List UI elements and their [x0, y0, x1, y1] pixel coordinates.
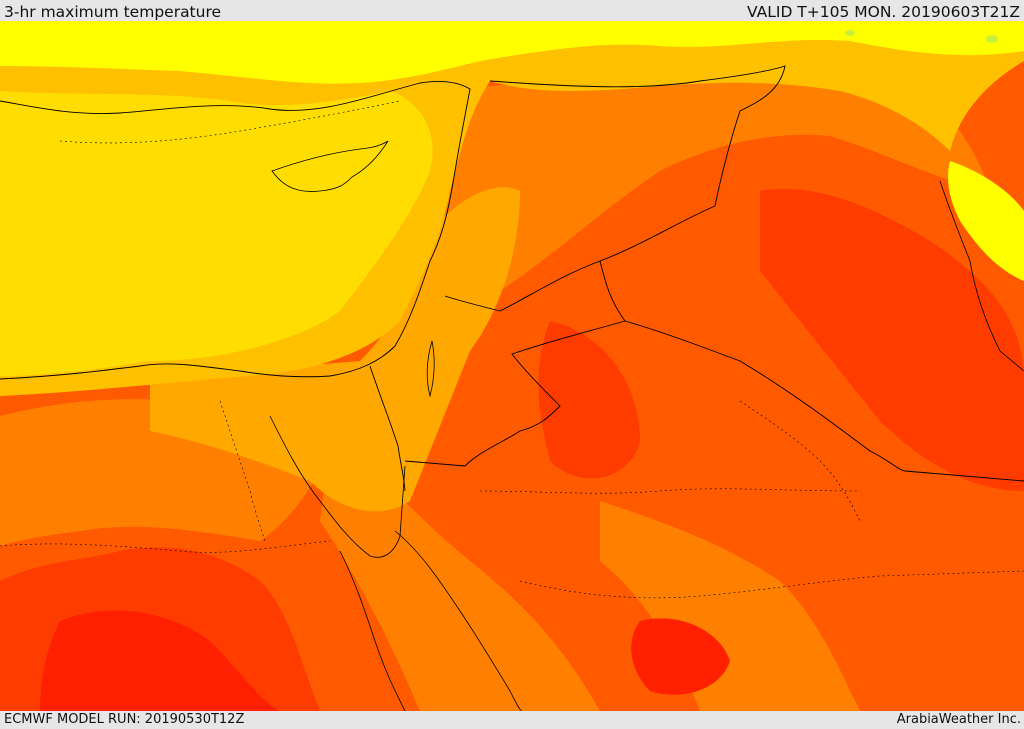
temperature-band-red-jordan — [538, 321, 640, 479]
red-sea-west-coast — [339, 550, 406, 711]
border-egypt-sudan — [0, 540, 331, 553]
border-jordan-saudi — [404, 320, 626, 467]
border-jordan-syria-iraq — [444, 205, 716, 312]
footer-bar: ECMWF MODEL RUN: 20190530T12Z ArabiaWeat… — [0, 711, 1024, 729]
gulf-of-suez-coast — [269, 415, 406, 558]
coastline — [0, 80, 471, 380]
persian-gulf-coast — [939, 180, 1024, 372]
temperature-band-bright-yellow-north — [0, 21, 1024, 84]
temperature-band-red-egypt-core — [40, 610, 280, 711]
border-internal-dotted-3 — [59, 100, 401, 144]
temperature-band-light-green-spot — [986, 35, 998, 43]
border-syria-iraq — [489, 65, 786, 207]
border-internal-dotted-5 — [219, 400, 266, 542]
cyprus-outline — [271, 140, 389, 192]
map-title: 3-hr maximum temperature — [4, 3, 222, 21]
temperature-band-orange-interior — [600, 501, 860, 711]
temperature-band-red-east — [760, 189, 1024, 491]
model-run-label: ECMWF MODEL RUN: 20190530T12Z — [4, 712, 245, 727]
dead-sea-outline — [426, 340, 435, 398]
temperature-band-bright-yellow-zagros — [948, 161, 1024, 281]
border-internal-dotted-2 — [519, 570, 1024, 599]
border-internal-dotted-4 — [739, 400, 861, 522]
temperature-map-svg — [0, 21, 1024, 711]
temperature-band-red-patch — [631, 618, 730, 695]
temperature-band-yellow-sea — [0, 91, 433, 376]
red-sea-east-coast — [394, 530, 523, 711]
temperature-map — [0, 21, 1024, 711]
valid-time-label: VALID T+105 MON. 20190603T21Z — [747, 3, 1020, 21]
header-bar: 3-hr maximum temperature VALID T+105 MON… — [0, 0, 1024, 21]
temperature-band-orange-north — [440, 70, 990, 300]
temperature-band-light-green-spot-2 — [845, 30, 855, 36]
credit-label: ArabiaWeather Inc. — [896, 712, 1021, 727]
border-iraq-saudi — [599, 260, 1024, 482]
border-egypt-israel — [369, 365, 406, 492]
border-internal-dotted-1 — [479, 488, 861, 494]
